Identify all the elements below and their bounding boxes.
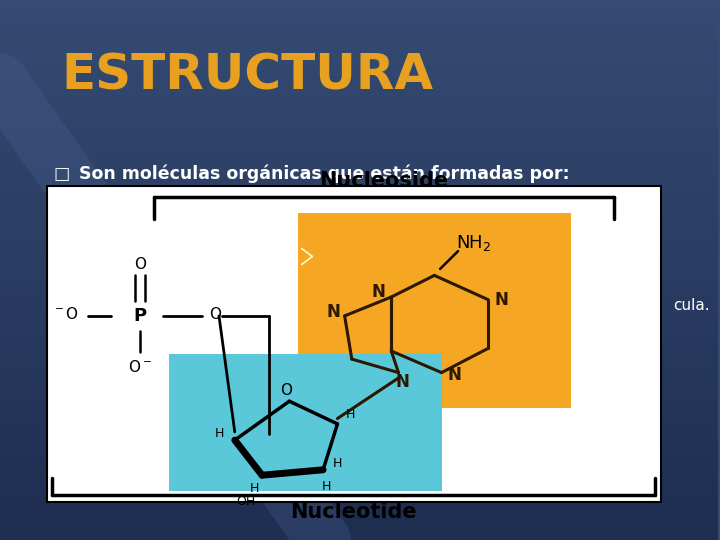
Bar (0, 356, 718, 367)
Bar (0, 65, 718, 76)
Bar (0, 302, 718, 313)
Bar (0, 140, 718, 151)
Text: □: □ (54, 165, 71, 183)
Bar (0, 54, 718, 65)
Bar (0, 281, 718, 292)
Bar (0, 43, 718, 54)
Bar (0, 119, 718, 130)
Text: H: H (215, 427, 224, 440)
Bar (0, 389, 718, 400)
Text: ESTRUCTURA: ESTRUCTURA (61, 51, 433, 99)
Bar (0, 454, 718, 464)
Text: P: P (133, 307, 147, 325)
Text: Nucleoside: Nucleoside (320, 171, 449, 191)
Bar (0, 32, 718, 43)
Text: N: N (494, 291, 508, 309)
Bar (0, 292, 718, 302)
Bar (0, 464, 718, 475)
Text: N: N (327, 302, 341, 321)
Bar (0, 400, 718, 410)
Bar (0, 76, 718, 86)
Bar (0, 259, 718, 270)
Bar (0, 475, 718, 486)
Bar (0, 432, 718, 443)
Bar (0, 335, 718, 346)
Bar (0, 162, 718, 173)
Bar (0, 421, 718, 432)
Bar (0, 497, 718, 508)
Text: N: N (372, 282, 385, 301)
Bar (0, 367, 718, 378)
Bar (0, 184, 718, 194)
Bar (0, 130, 718, 140)
Text: Nucleotide: Nucleotide (290, 502, 417, 522)
Bar (0, 216, 718, 227)
Text: H: H (346, 408, 355, 421)
Bar (0, 248, 718, 259)
Bar (0, 486, 718, 497)
Bar (0, 151, 718, 162)
Bar (0, 173, 718, 184)
Bar (0, 194, 718, 205)
Bar (0, 86, 718, 97)
Bar (0, 324, 718, 335)
Text: Son moléculas orgánicas que están formadas por:: Son moléculas orgánicas que están formad… (79, 165, 570, 183)
Text: cula.: cula. (673, 298, 710, 313)
Bar (0, 529, 718, 540)
Bar (0, 238, 718, 248)
Bar (0, 410, 718, 421)
Text: H: H (250, 482, 260, 495)
Text: O: O (209, 307, 221, 322)
Text: NH$_2$: NH$_2$ (456, 233, 492, 253)
Bar (0, 0, 718, 11)
Text: O: O (280, 383, 292, 398)
Bar (0, 205, 718, 216)
Bar (0, 518, 718, 529)
Text: O$^-$: O$^-$ (128, 359, 152, 375)
Bar (0, 108, 718, 119)
Bar (0, 443, 718, 454)
Text: $^-$O: $^-$O (52, 306, 79, 322)
Text: N: N (395, 373, 409, 392)
Text: H: H (333, 457, 342, 470)
Bar (0, 227, 718, 238)
Bar (0, 11, 718, 22)
Text: O: O (134, 257, 146, 272)
Text: OH: OH (237, 495, 256, 508)
Bar (0, 346, 718, 356)
Bar (0, 508, 718, 518)
Bar (168, 354, 441, 491)
Text: H: H (322, 480, 331, 492)
Bar (0, 313, 718, 324)
Bar (47, 186, 660, 502)
Bar (0, 270, 718, 281)
Bar (298, 213, 571, 408)
Text: N: N (448, 366, 462, 384)
Bar (0, 97, 718, 108)
Bar (0, 378, 718, 389)
Bar (0, 22, 718, 32)
